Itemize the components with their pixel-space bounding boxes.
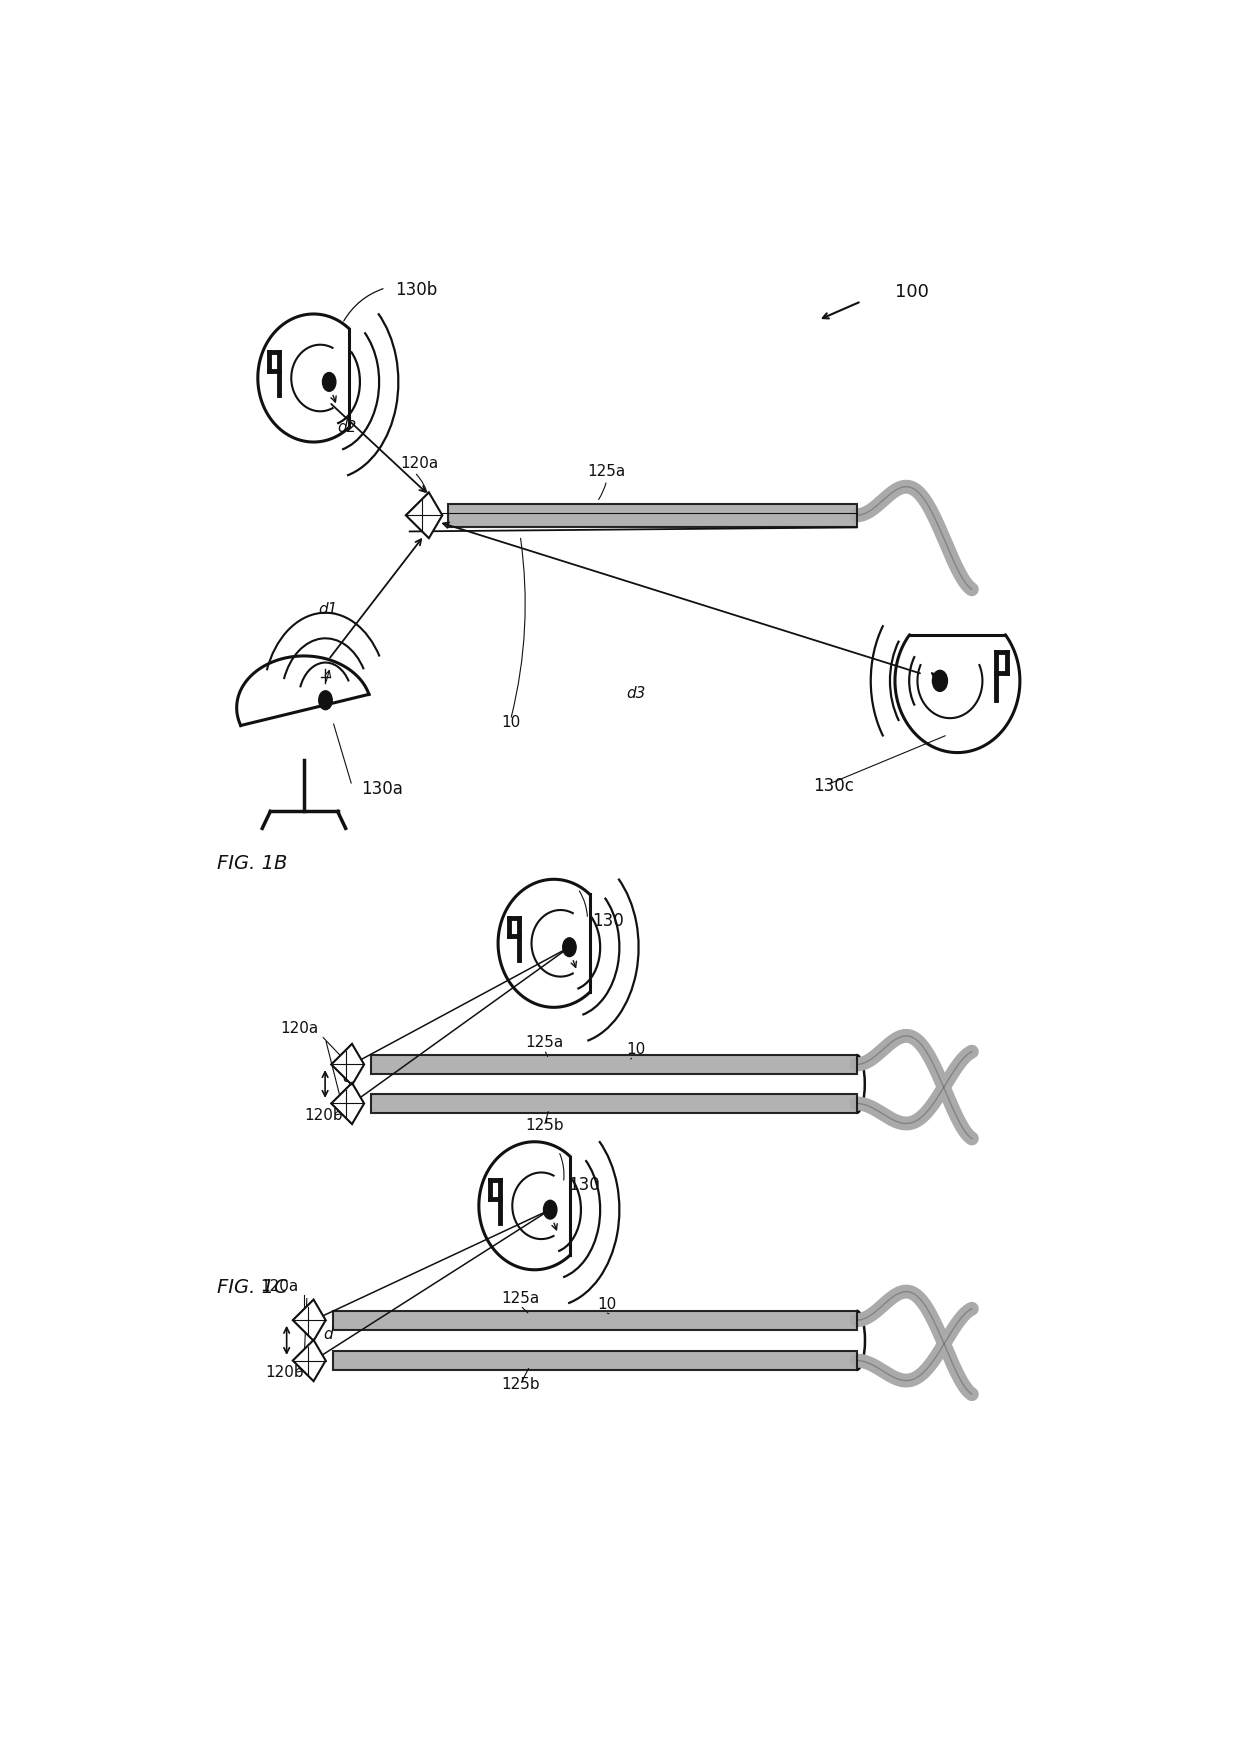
Text: 120a: 120a <box>260 1278 299 1294</box>
Circle shape <box>322 372 336 392</box>
Text: 120b: 120b <box>265 1365 304 1379</box>
Circle shape <box>319 690 332 710</box>
Polygon shape <box>331 1044 365 1086</box>
Text: 130: 130 <box>593 912 624 930</box>
Circle shape <box>543 1201 557 1218</box>
Text: 10: 10 <box>626 1042 645 1058</box>
Text: FIG. 1B: FIG. 1B <box>217 855 288 874</box>
Polygon shape <box>448 503 857 526</box>
Text: 10: 10 <box>501 715 521 729</box>
Circle shape <box>563 939 577 956</box>
Text: 120a: 120a <box>280 1021 319 1037</box>
Text: 125b: 125b <box>501 1377 539 1391</box>
Text: d2: d2 <box>337 420 357 435</box>
Polygon shape <box>332 1311 857 1330</box>
Polygon shape <box>293 1299 326 1341</box>
Circle shape <box>932 669 947 692</box>
Text: 10: 10 <box>596 1297 616 1313</box>
Polygon shape <box>293 1341 326 1381</box>
Text: 130c: 130c <box>813 778 854 795</box>
Text: d1: d1 <box>319 601 337 617</box>
Polygon shape <box>405 493 443 538</box>
Polygon shape <box>371 1056 857 1073</box>
Text: 125a: 125a <box>525 1035 563 1051</box>
Text: 125a: 125a <box>501 1290 539 1306</box>
Text: 100: 100 <box>895 283 929 301</box>
Text: d: d <box>324 1327 332 1342</box>
Text: 125b: 125b <box>525 1119 564 1133</box>
Text: 130a: 130a <box>362 780 403 797</box>
Text: FIG. 1C: FIG. 1C <box>217 1278 288 1297</box>
Text: 120a: 120a <box>401 456 438 472</box>
Polygon shape <box>331 1082 365 1124</box>
Text: 130: 130 <box>568 1176 600 1194</box>
Polygon shape <box>371 1094 857 1113</box>
Text: 125a: 125a <box>588 465 626 479</box>
Polygon shape <box>332 1351 857 1370</box>
Text: 130b: 130b <box>396 281 438 299</box>
Text: d3: d3 <box>626 687 645 701</box>
Text: 120b: 120b <box>304 1108 342 1122</box>
Text: d: d <box>342 1070 352 1086</box>
